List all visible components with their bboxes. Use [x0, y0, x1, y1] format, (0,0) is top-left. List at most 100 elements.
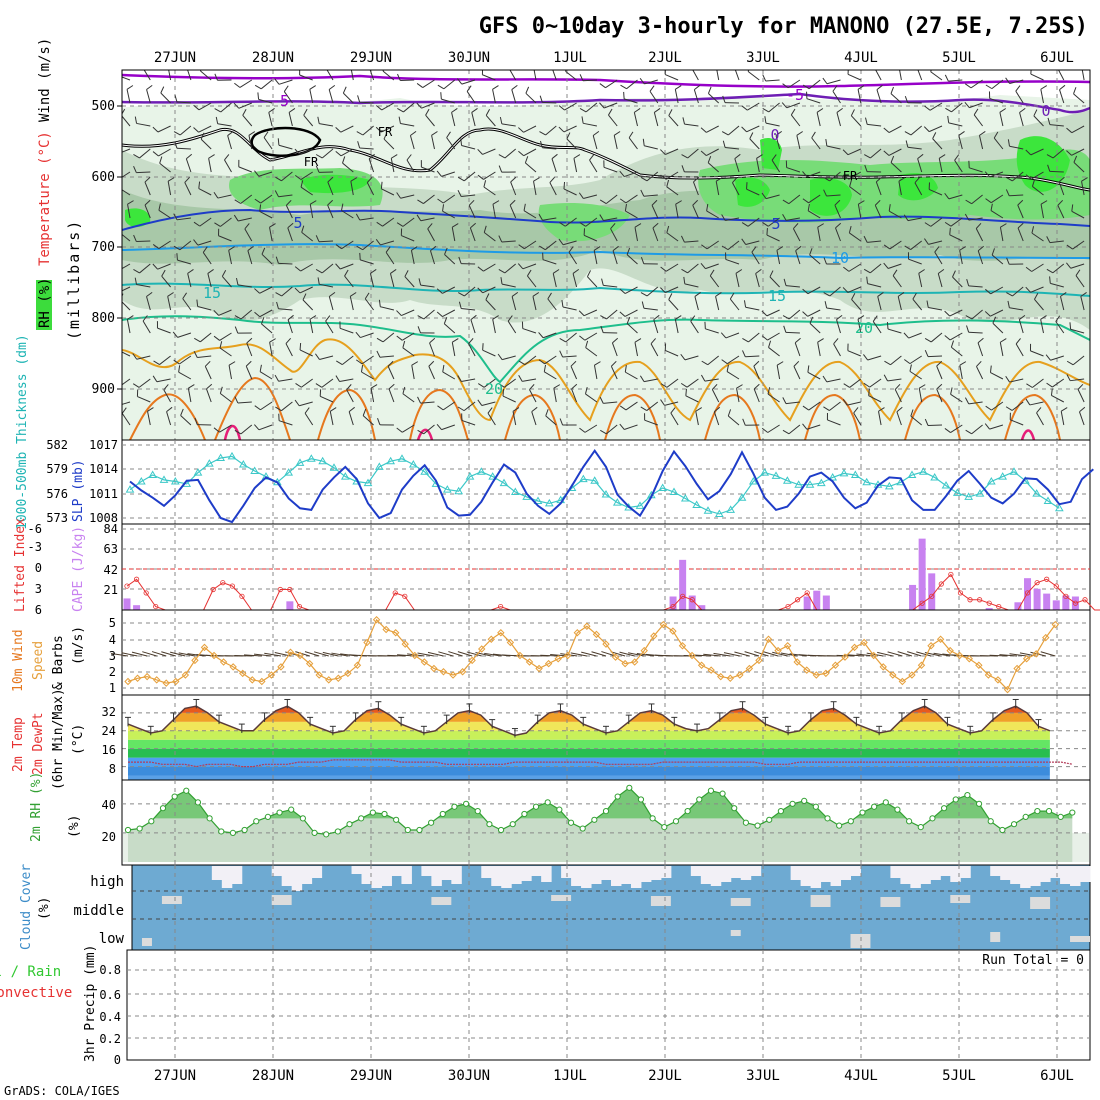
wind-barb-flag [327, 199, 334, 206]
temp-band [128, 766, 1050, 776]
wind-barb [936, 365, 943, 380]
wind-barb-flag [1005, 406, 1013, 411]
cloud-high-block [211, 866, 223, 880]
wind-barb [876, 89, 882, 104]
wind-barb [1058, 70, 1065, 81]
wind10m-barb [427, 651, 444, 657]
wind-barb [684, 355, 699, 361]
thickness-point [397, 454, 407, 462]
thickness-point [703, 506, 713, 514]
rh2m-point [124, 826, 132, 834]
wind-barb-flag [380, 181, 383, 189]
wind-barb-flag [511, 291, 519, 297]
rh2m-panel [122, 780, 1090, 865]
cloud-mid-block [1030, 897, 1051, 909]
wind-barb-flag [909, 364, 912, 372]
wind-barb [849, 186, 862, 196]
wind-barb [524, 240, 537, 250]
slp-panel [122, 440, 1094, 524]
wind-barb-flag [579, 74, 584, 81]
wind-barb-flag [498, 235, 503, 243]
isotherm-20 [122, 315, 1090, 384]
wind10m-point [717, 672, 725, 681]
wind-barb [319, 123, 334, 127]
wind-barb-flag [904, 359, 911, 365]
wind-barb-flag [1007, 139, 1010, 147]
wind-barb-flag [989, 365, 992, 373]
wind-barb [936, 388, 943, 403]
wind-barb-flag [903, 214, 909, 221]
wind-barb [388, 388, 395, 403]
wind-barb-flag [904, 131, 912, 136]
wind-barb-flag [492, 315, 499, 320]
wind10m-point [535, 664, 543, 673]
rh2m-point [742, 819, 750, 826]
upper-ylabel-rh: RH (%) [37, 277, 53, 328]
cloud-high-block [790, 866, 802, 880]
wind-barb [451, 112, 456, 127]
wind-barb-flag [782, 429, 790, 435]
wind10m-point [439, 668, 448, 676]
label-20-b: 20 [485, 380, 503, 398]
rh-wet-patch-9 [898, 173, 938, 201]
wind-barb [217, 194, 232, 199]
wind-barb-flag [234, 429, 242, 435]
wind-barb [634, 342, 638, 357]
wind-barb [137, 396, 151, 403]
precip-panel-frame [126, 949, 1091, 1061]
thickness-point [170, 477, 180, 485]
label-5-b: 5 [771, 215, 780, 233]
wind-barb-flag [782, 315, 790, 320]
wind-barb [971, 194, 983, 205]
wind-barb [501, 123, 516, 127]
wind-barb-flag [1040, 85, 1048, 90]
wind-barb [927, 355, 943, 358]
wind-barb-flag [174, 94, 178, 102]
wind-barb-flag [275, 176, 282, 182]
wind10m-point [564, 651, 572, 660]
wind-barb [258, 98, 273, 104]
wind-barb-flag [761, 335, 768, 341]
wind-barb-flag [458, 301, 462, 309]
wind10m-point [965, 655, 973, 663]
wind-barb [238, 102, 252, 109]
wind-barb [339, 378, 354, 383]
wind-barb [431, 135, 435, 150]
wind-barb-flag [213, 309, 219, 316]
wind-barb-flag [133, 269, 140, 274]
wind-barb [834, 204, 841, 219]
cape-yaxis: -6 -3 0 3 6 84 63 42 21 [28, 522, 118, 617]
wind-barb-flag [782, 199, 790, 205]
wind-barb [1050, 282, 1064, 288]
wind-barb-flag [579, 222, 586, 227]
wind-barb [753, 388, 760, 403]
wind-barb [867, 240, 882, 243]
wind-barb-flag [894, 383, 901, 390]
wind-barb [951, 346, 963, 357]
wind-barb [566, 138, 577, 150]
wind-barb [427, 228, 435, 242]
wind-barb [501, 283, 516, 288]
wind-barb [219, 424, 232, 433]
li-point [392, 590, 398, 596]
wind-barb-flag [477, 399, 483, 406]
wind-barb [675, 204, 679, 219]
wind-barb [463, 171, 476, 182]
wind-barb-flag [985, 405, 992, 411]
wind-barb [402, 332, 415, 341]
wind-barb [359, 147, 374, 150]
wind-barb [582, 79, 597, 82]
wind-barb [868, 395, 882, 403]
wind-barb [245, 365, 253, 380]
wind-barb-flag [196, 299, 199, 307]
wind-barb [1073, 162, 1085, 173]
wind-barb [628, 137, 638, 150]
wind-barb [735, 273, 740, 288]
wind-barb [894, 389, 902, 403]
wind-barb [1073, 93, 1085, 104]
top-date-label: 6JUL [1040, 50, 1074, 66]
wind-barb [959, 250, 963, 265]
cloud-yaxis: high middle low [73, 874, 124, 947]
wind-barb [244, 228, 253, 242]
wind-barb [1019, 112, 1024, 127]
